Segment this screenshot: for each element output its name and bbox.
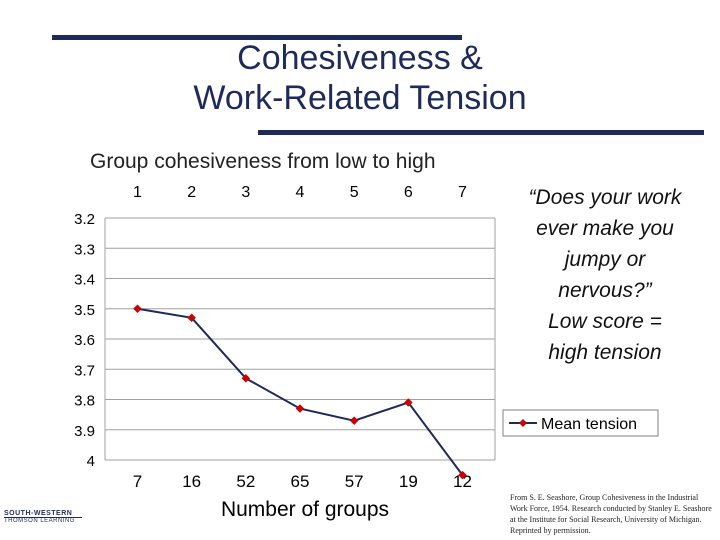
source-credit: From S. E. Seashore, Group Cohesiveness … (510, 493, 712, 535)
y-tick-label: 3.2 (74, 211, 95, 228)
group-count-label: 7 (133, 472, 142, 491)
y-tick-label: 4 (87, 453, 95, 470)
y-tick-label: 3.4 (74, 272, 95, 289)
quote-line: Low score = (548, 310, 662, 333)
group-count-label: 57 (345, 472, 364, 491)
quote-line: high tension (548, 341, 662, 364)
quote-line: “Does your work (528, 186, 682, 209)
y-tick-label: 3.3 (74, 241, 95, 258)
x-axis-label: Number of groups (220, 498, 390, 521)
group-count-label: 16 (182, 472, 201, 491)
y-tick-label: 3.8 (74, 393, 95, 410)
quote-line: nervous?” (558, 279, 652, 302)
bottom-rule (258, 130, 704, 135)
top-rule (52, 35, 462, 40)
legend-marker (519, 419, 527, 427)
logo-line-1: SOUTH-WESTERN (4, 510, 82, 518)
title-line-2: Work-Related Tension (193, 79, 527, 117)
group-count-label: 12 (453, 472, 472, 491)
publisher-logo: SOUTH-WESTERN THOMSON LEARNING (4, 510, 82, 524)
x-tick-label: 7 (458, 184, 467, 201)
x-tick-label: 4 (296, 184, 305, 201)
quote-line: jumpy or (564, 248, 646, 271)
group-count-label: 52 (236, 472, 255, 491)
data-point (403, 398, 413, 407)
series-line (137, 307, 464, 476)
slide-title: Cohesiveness & Work-Related Tension (100, 38, 620, 118)
data-point (187, 313, 197, 323)
y-tick-label: 3.5 (74, 302, 95, 319)
data-point (241, 373, 251, 383)
data-point (349, 416, 359, 426)
x-tick-label: 1 (133, 184, 142, 201)
legend-label: Mean tension (541, 416, 637, 433)
y-tick-label: 3.6 (74, 332, 95, 349)
logo-line-2: THOMSON LEARNING (4, 518, 76, 524)
x-tick-label: 5 (350, 184, 359, 201)
group-count-label: 19 (399, 472, 418, 491)
group-count-label: 65 (291, 472, 310, 491)
y-tick-label: 3.7 (74, 362, 95, 379)
data-point (133, 304, 142, 314)
data-point (295, 404, 305, 413)
quote-line: ever make you (536, 217, 674, 240)
survey-question: “Does your work ever make you jumpy or n… (505, 182, 705, 368)
data-point (458, 470, 467, 480)
x-tick-label: 2 (187, 184, 196, 201)
chart-subtitle: Group cohesiveness from low to high (90, 150, 436, 173)
title-line-1: Cohesiveness & (237, 39, 483, 77)
y-tick-label: 3.9 (74, 423, 95, 440)
x-tick-label: 6 (404, 184, 413, 201)
x-tick-label: 3 (241, 184, 250, 201)
